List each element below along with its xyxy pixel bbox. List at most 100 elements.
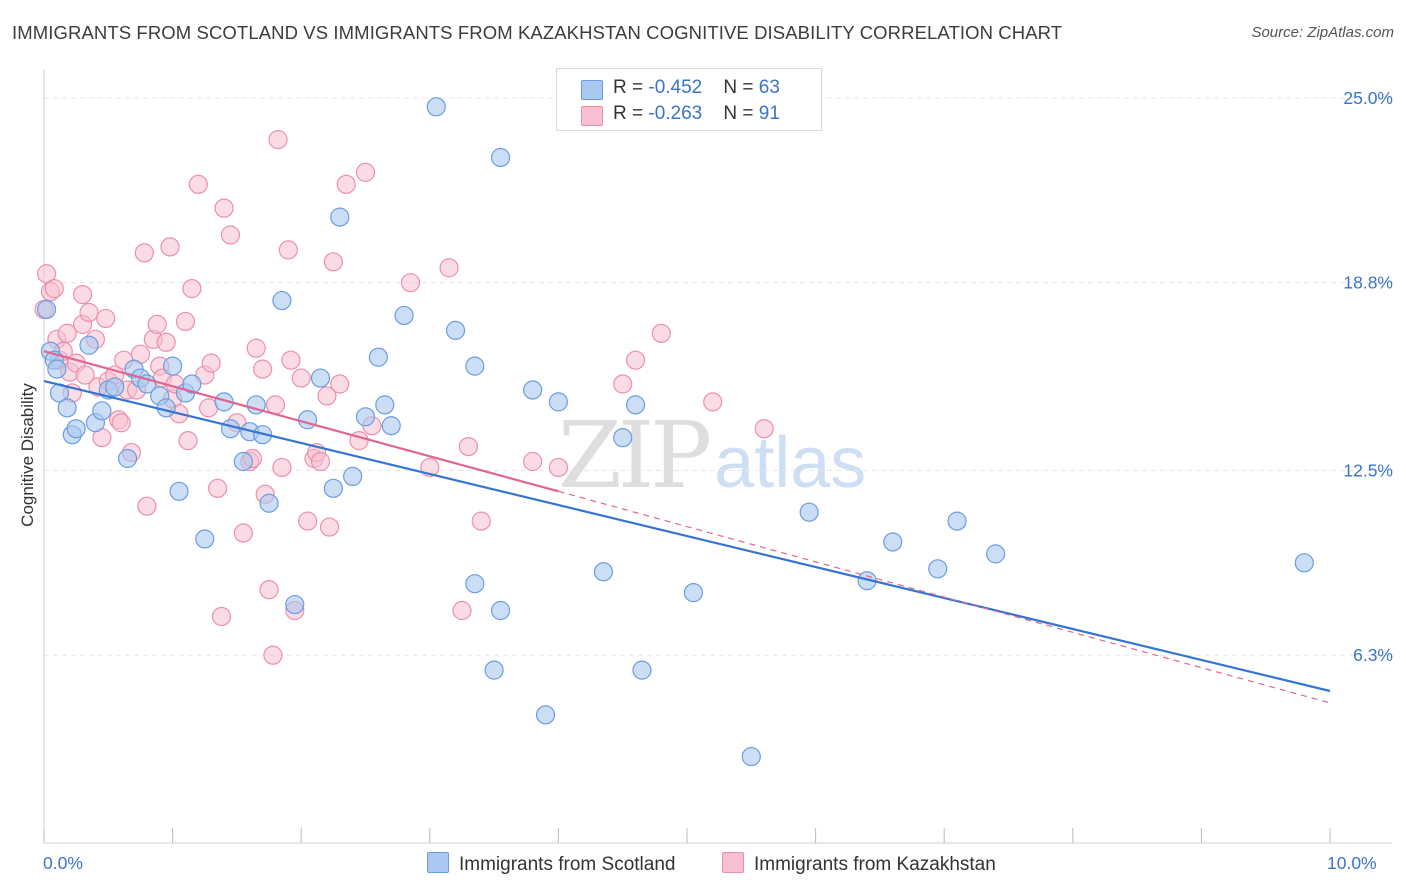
kazakhstan-point <box>79 302 99 323</box>
bottom-legend-swatch-kazakhstan <box>722 852 744 873</box>
bottom-legend-kazakhstan: Immigrants from Kazakhstan <box>722 852 996 876</box>
scotland-point <box>535 705 556 725</box>
kazakhstan-point <box>319 517 340 537</box>
kazakhstan-point <box>246 338 266 358</box>
kazakhstan-trendline-extension <box>558 490 1331 704</box>
kazakhstan-point <box>36 264 57 284</box>
scotland-point <box>233 451 253 472</box>
kazakhstan-point <box>220 225 241 245</box>
bottom-legend-label-scotland: Immigrants from Scotland <box>459 854 676 875</box>
scotland-point <box>986 544 1006 564</box>
correlation-legend: R = -0.452 N = 63 R = -0.263 N = 91 <box>556 68 822 131</box>
kazakhstan-trendline <box>43 350 559 493</box>
bottom-legend-label-kazakhstan: Immigrants from Kazakhstan <box>754 854 996 875</box>
kazakhstan-point <box>253 359 273 379</box>
kazakhstan-point <box>259 580 279 600</box>
scotland-point <box>79 335 99 355</box>
y-tick-label: 12.5% <box>1343 460 1393 480</box>
x-tick-label-min: 0.0% <box>43 853 83 873</box>
kazakhstan-point <box>310 451 331 472</box>
scotland-point <box>613 428 633 448</box>
kazakhstan-point <box>268 130 288 150</box>
source-label: Source: ZipAtlas.com <box>1251 24 1394 41</box>
kazakhstan-point <box>625 350 646 370</box>
kazakhstan-point <box>548 457 569 478</box>
scotland-point <box>1294 553 1314 573</box>
scotland-point <box>298 410 318 430</box>
legend-stats-kazakhstan: R = -0.263 N = 91 <box>613 103 780 124</box>
legend-stats-scotland: R = -0.452 N = 63 <box>613 77 780 98</box>
scotland-point <box>47 359 67 379</box>
kazakhstan-point <box>96 308 116 329</box>
scotland-point <box>36 299 57 320</box>
kazakhstan-point <box>201 353 221 373</box>
kazakhstan-point <box>291 368 311 388</box>
kazakhstan-point <box>651 323 671 343</box>
scotland-point <box>928 559 948 579</box>
watermark-atlas: atlas <box>714 423 867 503</box>
kazakhstan-point <box>754 419 774 439</box>
watermark: ZIPatlas <box>558 402 866 509</box>
scotland-point <box>195 529 215 549</box>
scotland-point <box>182 374 202 394</box>
bottom-legend-swatch-scotland <box>427 852 449 873</box>
kazakhstan-point <box>452 600 472 621</box>
kazakhstan-point <box>317 386 337 406</box>
kazakhstan-point <box>57 323 77 343</box>
y-axis-label: Cognitive Disability <box>18 383 37 527</box>
kazakhstan-point <box>613 374 633 394</box>
kazakhstan-point <box>147 314 167 334</box>
kazakhstan-point <box>336 174 356 194</box>
scotland-point <box>310 368 331 388</box>
scotland-point <box>323 478 343 498</box>
scotland-point <box>343 466 363 487</box>
scotland-point <box>57 398 77 418</box>
kazakhstan-point <box>265 395 286 415</box>
scotland-point <box>947 511 967 531</box>
scotland-point <box>92 401 112 421</box>
scotland-point <box>465 574 485 594</box>
scotland-point <box>683 583 704 603</box>
kazakhstan-point <box>214 198 234 218</box>
scotland-point <box>426 97 446 117</box>
kazakhstan-point <box>160 237 180 257</box>
kazakhstan-point <box>278 240 298 260</box>
kazakhstan-point <box>458 436 478 457</box>
legend-swatch-kazakhstan <box>581 106 603 126</box>
kazakhstan-point <box>75 365 95 385</box>
scotland-point <box>490 600 511 621</box>
scotland-point <box>445 320 466 340</box>
scotland-point <box>625 395 646 415</box>
scotland-point <box>799 502 819 522</box>
kazakhstan-point <box>178 431 198 451</box>
scotland-point <box>381 416 401 436</box>
scotland-point <box>169 481 189 501</box>
scotland-point <box>355 407 376 427</box>
scotland-point <box>259 493 279 513</box>
kazakhstan-point <box>281 350 301 370</box>
kazakhstan-point <box>72 284 93 305</box>
kazakhstan-point <box>323 252 343 272</box>
kazakhstan-point <box>137 496 157 516</box>
kazakhstan-point <box>44 279 64 299</box>
watermark-zip: ZIP <box>558 402 712 509</box>
kazakhstan-point <box>188 174 208 194</box>
scotland-point <box>548 392 569 412</box>
scotland-point <box>632 660 652 680</box>
scotland-trendline <box>43 379 1331 693</box>
kazakhstan-point <box>263 645 283 665</box>
scotland-point <box>484 660 504 680</box>
legend-swatch-scotland <box>581 80 603 100</box>
kazakhstan-point <box>156 332 176 352</box>
scotland-point <box>220 419 241 439</box>
kazakhstan-point <box>175 311 196 332</box>
scotland-point <box>330 207 350 227</box>
scotland-point <box>523 380 543 400</box>
scotland-point <box>163 356 183 376</box>
scotland-point <box>272 290 292 311</box>
y-tick-label: 6.3% <box>1353 645 1393 665</box>
kazakhstan-point <box>298 511 318 531</box>
kazakhstan-point <box>211 606 232 627</box>
scotland-point <box>105 377 125 397</box>
